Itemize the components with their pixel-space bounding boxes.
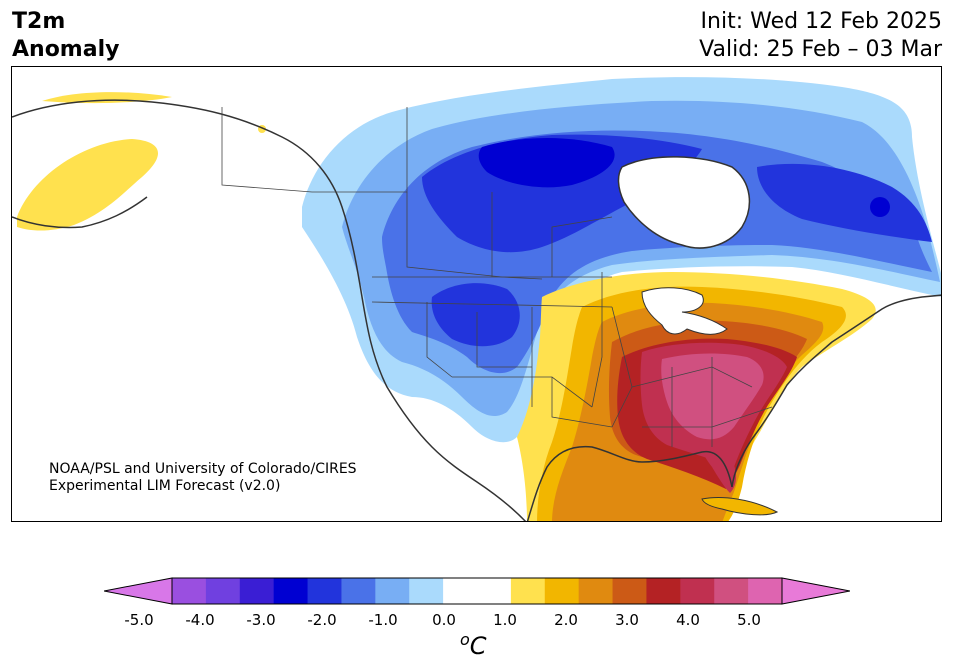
colorbar-tick-label: 5.0	[737, 611, 761, 629]
colorbar-tick-labels: -5.0 -4.0 -3.0 -2.0 -1.0 0.0 1.0 2.0 3.0 4.0 5.0	[0, 611, 954, 631]
great-lakes	[641, 287, 728, 335]
florida-warm	[702, 446, 737, 493]
colorbar-cell	[714, 578, 749, 604]
colorbar-cell	[477, 578, 512, 604]
colorbar-outline	[171, 577, 783, 605]
colorbar-tick-label: 0.0	[432, 611, 456, 629]
cold-core-labrador	[870, 197, 890, 217]
colorbar-cell	[409, 578, 444, 604]
anomaly-map	[11, 66, 942, 522]
colorbar-cell	[307, 578, 342, 604]
colorbar-cell	[646, 578, 681, 604]
colorbar-cell	[273, 578, 309, 604]
colorbar-cell	[172, 578, 207, 604]
colorbar-cell	[205, 578, 241, 604]
colorbar-cell	[375, 578, 410, 604]
colorbar-tick-label: -4.0	[185, 611, 215, 629]
colorbar-extend-low	[104, 577, 173, 605]
colorbar-tick-label: -2.0	[307, 611, 337, 629]
colorbar-cell	[341, 578, 376, 604]
warm-region-pink	[661, 353, 764, 440]
colorbar-cell	[680, 578, 715, 604]
colorbar-extend-high	[781, 577, 850, 605]
units-degree: o	[460, 630, 470, 649]
cold-region-darker-2	[431, 283, 520, 347]
init-date: Init: Wed 12 Feb 2025	[700, 9, 942, 34]
colorbar-cells	[172, 578, 783, 604]
forecast-dates: Init: Wed 12 Feb 2025 Valid: 25 Feb – 03…	[699, 8, 942, 64]
map-graphic	[12, 67, 941, 521]
units-letter: C	[469, 632, 487, 660]
colorbar-cell	[612, 578, 647, 604]
hudson-bay	[617, 156, 751, 249]
cold-core	[478, 138, 615, 188]
title-line-1: T2m	[12, 9, 66, 34]
credit-line-2: Experimental LIM Forecast (v2.0)	[49, 478, 281, 494]
colorbar-tick-label: 3.0	[615, 611, 639, 629]
colorbar-tick-label: 2.0	[554, 611, 578, 629]
valid-date: Valid: 25 Feb – 03 Mar	[699, 37, 942, 62]
colorbar-units: oC	[460, 630, 487, 660]
cold-region-darker-3	[757, 163, 932, 242]
forecast-credit: NOAA/PSL and University of Colorado/CIRE…	[49, 461, 357, 495]
alaska-warm-region	[17, 139, 159, 231]
state-borders	[221, 107, 773, 447]
colorbar-tick-label: 4.0	[676, 611, 700, 629]
colorbar-tick-label: -1.0	[368, 611, 398, 629]
coastlines	[12, 99, 941, 521]
colorbar	[104, 577, 850, 605]
credit-line-1: NOAA/PSL and University of Colorado/CIRE…	[49, 461, 357, 477]
colorbar-cell	[443, 578, 478, 604]
colorbar-cell	[578, 578, 614, 604]
colorbar-tick-label: -5.0	[124, 611, 154, 629]
colorbar-cell	[748, 578, 783, 604]
colorbar-cell	[239, 578, 275, 604]
colorbar-tick-label: 1.0	[493, 611, 517, 629]
cuba	[701, 497, 779, 516]
colorbar-cell	[510, 578, 546, 604]
map-title: T2m Anomaly	[12, 8, 119, 64]
colorbar-tick-label: -3.0	[246, 611, 276, 629]
colorbar-cell	[544, 578, 580, 604]
title-line-2: Anomaly	[12, 37, 120, 62]
